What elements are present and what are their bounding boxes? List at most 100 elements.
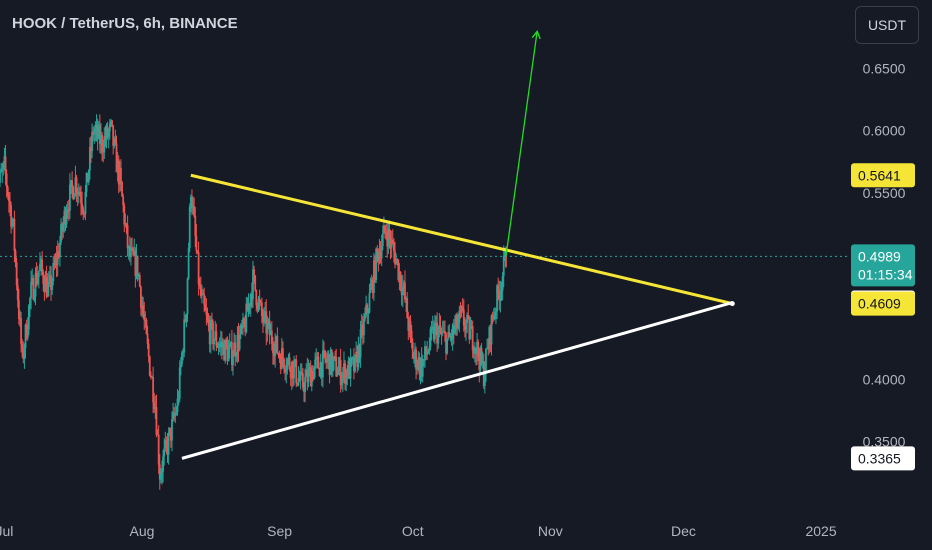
candle (441, 320, 444, 337)
candle (30, 270, 32, 310)
price-badge-countdown: 01:15:34 (858, 266, 913, 282)
candle (355, 341, 358, 363)
candle (269, 322, 272, 336)
candle (292, 360, 294, 388)
candle (77, 183, 80, 204)
candle (326, 350, 329, 369)
currency-button[interactable]: USDT (855, 6, 919, 44)
candle (250, 282, 253, 309)
candle (0, 168, 1, 187)
candle (67, 199, 70, 221)
candle (29, 296, 31, 318)
candle (409, 315, 412, 343)
candle (121, 180, 123, 197)
candle (461, 297, 464, 313)
candle (429, 326, 432, 351)
candle (102, 139, 105, 163)
candle (46, 272, 49, 298)
candle (282, 341, 284, 368)
candle (43, 274, 46, 301)
candle (502, 245, 505, 288)
candle (201, 284, 203, 304)
candle (492, 308, 495, 322)
candle (179, 357, 182, 376)
candle (381, 225, 384, 251)
candle (6, 185, 9, 200)
candle (162, 449, 164, 483)
candle (440, 327, 443, 345)
candle (183, 311, 186, 358)
candle (70, 179, 72, 195)
candle (260, 297, 263, 324)
candle (314, 352, 317, 378)
candle (462, 299, 465, 332)
candle (351, 356, 354, 365)
candle (100, 123, 102, 155)
candle (244, 314, 247, 337)
candle (379, 241, 382, 264)
candle (186, 277, 189, 323)
candle (259, 299, 262, 307)
candle (303, 382, 305, 402)
candle (483, 361, 486, 394)
upper-trendline[interactable] (190, 173, 733, 306)
candle (400, 275, 403, 306)
candle (9, 191, 11, 217)
candle (390, 230, 393, 258)
candle (407, 311, 410, 340)
candle (204, 296, 207, 311)
candle (138, 272, 141, 288)
candle (113, 136, 116, 149)
candle (262, 309, 264, 334)
lower-trendline[interactable] (181, 301, 733, 460)
candle (115, 135, 118, 173)
projection-arrow[interactable] (505, 29, 541, 257)
candle (238, 325, 241, 352)
candle (367, 307, 370, 325)
candle (258, 289, 261, 311)
price-badge-value: 0.5641 (858, 167, 901, 183)
candle (497, 277, 500, 300)
candle (460, 305, 463, 318)
candle (4, 145, 7, 185)
candle (491, 311, 494, 325)
candle (245, 296, 248, 334)
candle (350, 356, 353, 367)
candle (27, 304, 30, 336)
candle (240, 319, 243, 335)
candle (266, 315, 269, 342)
candle (133, 238, 136, 256)
candle (215, 323, 218, 352)
candle (40, 257, 42, 276)
candle (311, 365, 314, 382)
candle (1, 163, 4, 184)
candle (498, 280, 501, 311)
candle (12, 218, 15, 227)
candle (340, 372, 343, 390)
trendline-apex-marker[interactable] (729, 301, 735, 307)
candle (254, 275, 257, 292)
candle (481, 351, 484, 369)
candle (223, 339, 226, 361)
candle (117, 155, 120, 194)
candle (396, 258, 399, 266)
candle (435, 315, 437, 336)
candle (434, 314, 436, 345)
candle (171, 411, 173, 452)
candle (41, 251, 44, 276)
candle (26, 317, 29, 341)
candle (229, 341, 232, 347)
candle (61, 222, 64, 240)
candle (366, 302, 369, 325)
candle (151, 375, 153, 379)
candle (15, 257, 18, 291)
price-badge-current: 0.4989 01:15:34 (851, 244, 915, 287)
candle (253, 265, 255, 284)
candle (55, 245, 58, 278)
x-axis[interactable]: Jul Aug Sep Oct Nov Dec 2025 (0, 523, 837, 539)
candle (398, 263, 401, 291)
candle (486, 338, 488, 349)
y-axis[interactable]: 0.3500 0.4000 0.5500 0.6000 0.6500 (863, 60, 906, 449)
